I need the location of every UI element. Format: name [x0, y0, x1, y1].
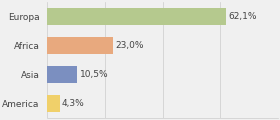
Text: 62,1%: 62,1% [228, 12, 257, 21]
Bar [47, 8, 226, 25]
Text: 23,0%: 23,0% [116, 41, 144, 50]
Bar [47, 66, 77, 83]
Bar [47, 95, 60, 112]
Bar [47, 37, 113, 54]
Text: 10,5%: 10,5% [80, 70, 108, 79]
Text: 4,3%: 4,3% [62, 99, 85, 108]
